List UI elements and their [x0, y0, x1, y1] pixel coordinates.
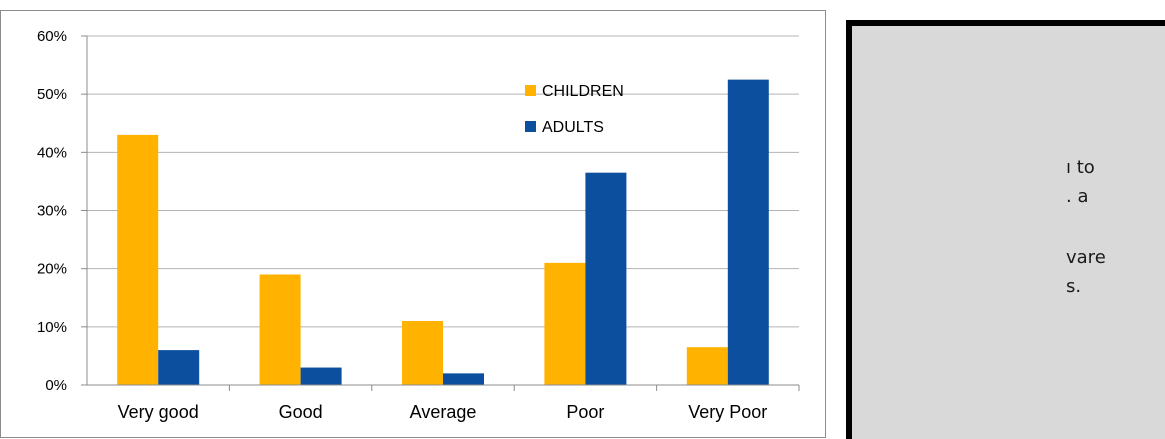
- legend-swatch: [525, 121, 536, 132]
- bar-children-very-poor: [686, 347, 728, 385]
- bar-children-poor: [544, 262, 586, 385]
- y-tick-label: 20%: [37, 261, 67, 278]
- chart-frame: 0% 10% 20% 30% 40% 50% 60% Very good Good Average…: [0, 10, 826, 438]
- side-panel-text-line: . a: [1066, 186, 1089, 207]
- legend-label: ADULTS: [542, 119, 604, 136]
- bar-adults-average: [443, 373, 484, 385]
- bar-adults-very-good: [158, 350, 200, 385]
- y-tick-label: 10%: [37, 319, 67, 336]
- side-panel-text-line: s.: [1066, 276, 1082, 297]
- x-tick-label: Very good: [118, 402, 199, 422]
- bar-adults-poor: [585, 172, 627, 385]
- side-panel-text-line: vare: [1066, 247, 1106, 268]
- x-tick-label: Good: [279, 402, 323, 422]
- legend-label: CHILDREN: [542, 83, 624, 100]
- y-tick-label: 30%: [37, 203, 67, 220]
- side-panel: ı to . a vare s.: [846, 20, 1165, 439]
- bar-children-good: [259, 274, 301, 385]
- side-panel-text-line: ı to: [1066, 157, 1095, 178]
- bar-chart: 0% 10% 20% 30% 40% 50% 60% Very good Good Average…: [37, 28, 800, 422]
- x-tick-label: Average: [410, 402, 477, 422]
- bar-children-average: [402, 321, 443, 385]
- x-tick-label: Poor: [566, 402, 604, 422]
- bar-adults-good: [300, 367, 342, 385]
- legend-swatch: [525, 85, 536, 96]
- y-tick-label: 0%: [45, 377, 67, 394]
- y-tick-label: 60%: [37, 28, 67, 45]
- bar-children-very-good: [117, 134, 159, 385]
- bar-adults-very-poor: [727, 79, 769, 385]
- y-tick-label: 40%: [37, 144, 67, 161]
- y-tick-label: 50%: [37, 86, 67, 103]
- x-tick-label: Very Poor: [688, 402, 767, 422]
